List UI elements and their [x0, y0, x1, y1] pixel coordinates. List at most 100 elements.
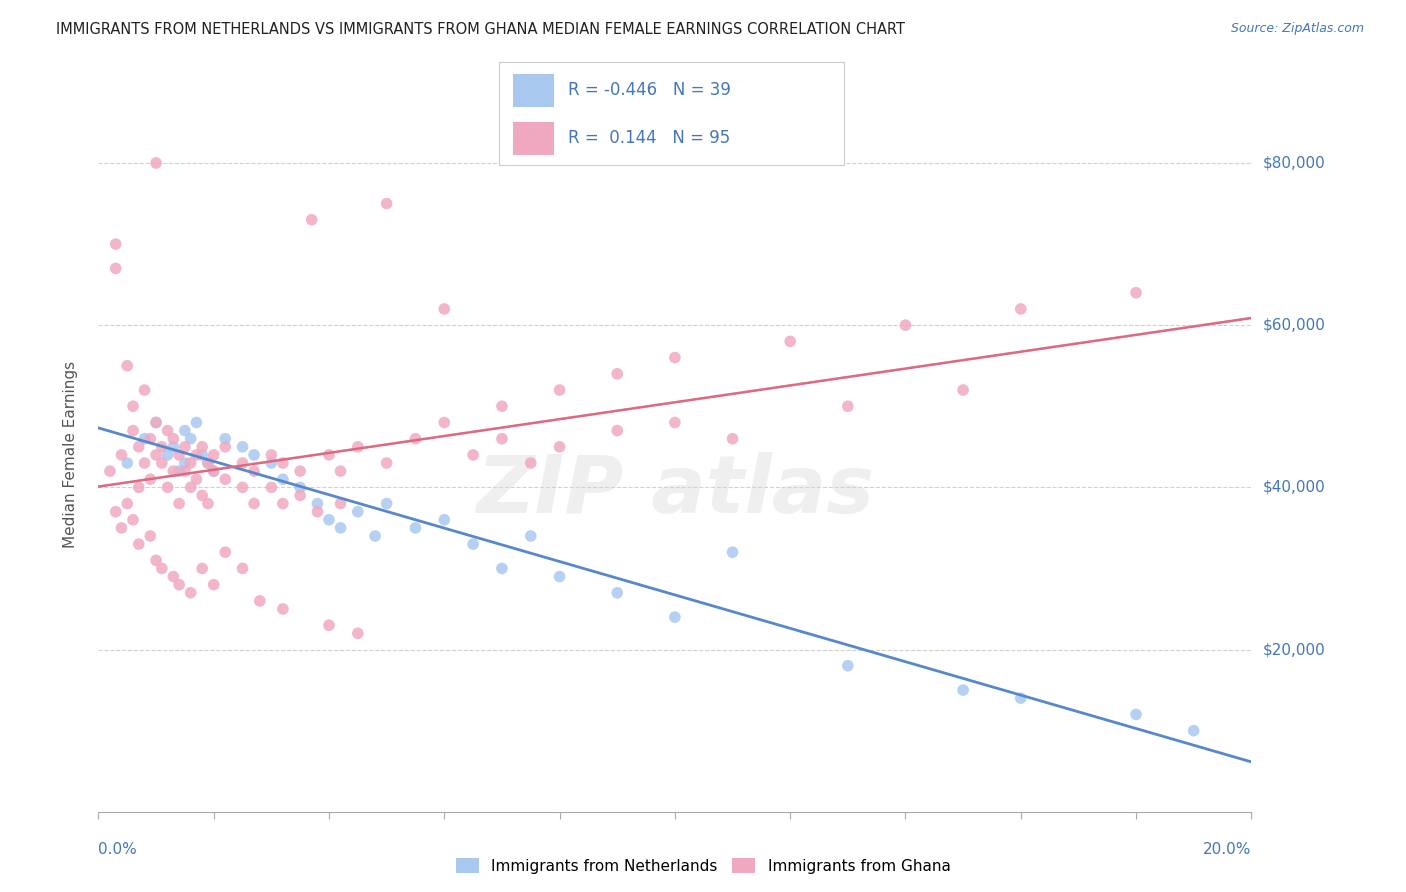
- Text: 20.0%: 20.0%: [1204, 842, 1251, 857]
- Point: [1125, 285, 1147, 300]
- Point: [837, 399, 859, 413]
- Point: [307, 505, 329, 519]
- Point: [952, 383, 974, 397]
- Point: [156, 480, 179, 494]
- Point: [548, 440, 571, 454]
- Point: [197, 456, 219, 470]
- Point: [952, 683, 974, 698]
- Point: [214, 545, 236, 559]
- Point: [150, 456, 173, 470]
- Point: [1182, 723, 1205, 738]
- Point: [243, 464, 266, 478]
- Point: [191, 488, 214, 502]
- Text: $80,000: $80,000: [1263, 155, 1326, 170]
- Point: [329, 464, 352, 478]
- Point: [520, 529, 543, 543]
- Point: [606, 424, 628, 438]
- Point: [1125, 707, 1147, 722]
- Point: [162, 464, 184, 478]
- Point: [214, 472, 236, 486]
- Point: [433, 416, 456, 430]
- Point: [249, 594, 271, 608]
- Point: [128, 440, 150, 454]
- Point: [134, 456, 156, 470]
- Point: [104, 261, 127, 276]
- Point: [271, 472, 294, 486]
- Text: $20,000: $20,000: [1263, 642, 1326, 657]
- Point: [271, 497, 294, 511]
- Point: [162, 569, 184, 583]
- Point: [110, 448, 132, 462]
- Text: R =  0.144   N = 95: R = 0.144 N = 95: [568, 129, 730, 147]
- Point: [318, 618, 340, 632]
- Text: $40,000: $40,000: [1263, 480, 1326, 495]
- Point: [214, 440, 236, 454]
- Point: [186, 448, 208, 462]
- Point: [260, 456, 283, 470]
- Point: [139, 472, 162, 486]
- Point: [375, 456, 398, 470]
- Point: [167, 497, 190, 511]
- Point: [156, 448, 179, 462]
- Point: [491, 561, 513, 575]
- Point: [122, 513, 145, 527]
- Point: [243, 497, 266, 511]
- Point: [134, 383, 156, 397]
- Point: [150, 440, 173, 454]
- Point: [433, 301, 456, 316]
- Point: [202, 448, 225, 462]
- Point: [180, 586, 202, 600]
- Point: [405, 521, 427, 535]
- Point: [104, 505, 127, 519]
- Point: [231, 440, 254, 454]
- Text: Source: ZipAtlas.com: Source: ZipAtlas.com: [1230, 22, 1364, 36]
- Point: [664, 610, 686, 624]
- Point: [405, 432, 427, 446]
- Point: [664, 351, 686, 365]
- Point: [145, 416, 167, 430]
- Point: [346, 505, 368, 519]
- Point: [162, 440, 184, 454]
- Point: [180, 456, 202, 470]
- Point: [117, 456, 139, 470]
- Text: 0.0%: 0.0%: [98, 842, 138, 857]
- Point: [721, 432, 744, 446]
- Point: [150, 561, 173, 575]
- Point: [329, 497, 352, 511]
- Point: [139, 529, 162, 543]
- Point: [202, 577, 225, 591]
- Point: [491, 399, 513, 413]
- Point: [186, 416, 208, 430]
- Point: [271, 456, 294, 470]
- Point: [202, 464, 225, 478]
- Point: [260, 480, 283, 494]
- Point: [721, 545, 744, 559]
- Point: [191, 448, 214, 462]
- Point: [110, 521, 132, 535]
- Point: [375, 196, 398, 211]
- Point: [191, 440, 214, 454]
- FancyBboxPatch shape: [513, 122, 554, 155]
- Point: [520, 456, 543, 470]
- Point: [145, 448, 167, 462]
- Point: [174, 424, 197, 438]
- Point: [260, 448, 283, 462]
- Point: [167, 448, 190, 462]
- Point: [346, 440, 368, 454]
- Point: [1010, 301, 1032, 316]
- Y-axis label: Median Female Earnings: Median Female Earnings: [63, 361, 77, 549]
- Point: [461, 448, 484, 462]
- Point: [180, 432, 202, 446]
- Point: [156, 424, 179, 438]
- Point: [606, 367, 628, 381]
- Point: [117, 359, 139, 373]
- Point: [894, 318, 917, 333]
- Point: [290, 480, 312, 494]
- Point: [186, 472, 208, 486]
- Point: [779, 334, 801, 349]
- Text: $60,000: $60,000: [1263, 318, 1326, 333]
- Text: R = -0.446   N = 39: R = -0.446 N = 39: [568, 81, 731, 99]
- Point: [117, 497, 139, 511]
- Point: [301, 212, 323, 227]
- Point: [231, 456, 254, 470]
